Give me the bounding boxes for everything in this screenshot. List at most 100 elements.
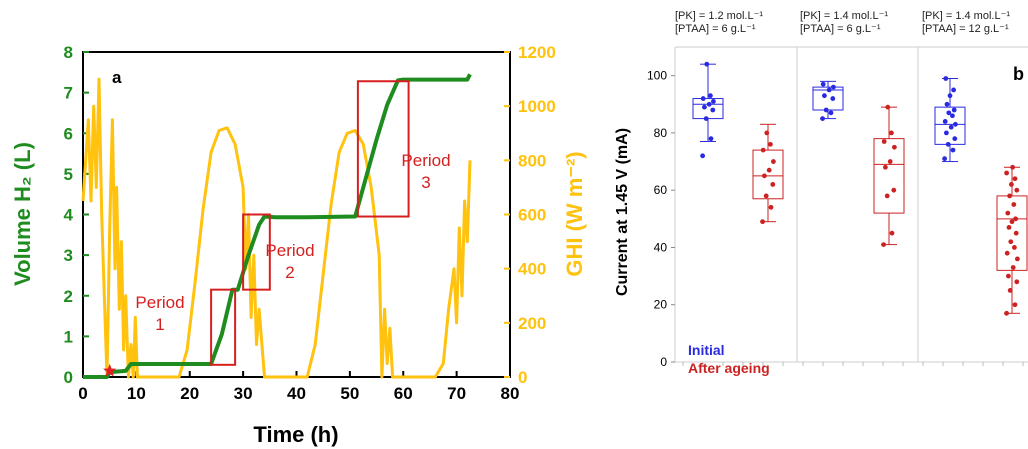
data-point (1007, 288, 1013, 293)
y-right-axis-title: GHI (W m⁻²) (562, 151, 587, 276)
data-point (768, 204, 774, 210)
y-left-tick-label: 6 (64, 124, 73, 143)
data-point (883, 164, 888, 170)
condition-label-2: [PK] = 1.4 mol.L⁻¹ (800, 10, 888, 22)
panel-a-label: a (112, 68, 122, 87)
condition-label-1: [PTAA] = 6 g.L⁻¹ (675, 23, 756, 35)
data-point (1012, 245, 1017, 250)
period-box-1 (210, 288, 237, 366)
ghi-line (81, 77, 472, 379)
data-point (830, 96, 836, 101)
x-axis-ticks: 0 10 20 30 40 50 60 70 80 (78, 371, 519, 403)
condition-label-3: [PK] = 1.4 mol.L⁻¹ (922, 10, 1010, 22)
box-initial-group-1 (692, 61, 724, 159)
y-left-axis-ticks: 0 1 2 3 4 5 6 7 8 (64, 43, 89, 387)
legend-after-ageing: After ageing (688, 360, 770, 376)
data-point (763, 193, 769, 199)
data-point (1008, 239, 1014, 245)
data-point (1010, 265, 1016, 270)
b-y-tick-label: 0 (660, 355, 667, 369)
data-point (881, 139, 887, 144)
condition-label-2: [PTAA] = 6 g.L⁻¹ (800, 23, 881, 35)
period-label-3: 3 (421, 173, 430, 192)
data-point (760, 219, 765, 225)
data-point (891, 187, 897, 193)
period-box-3 (356, 80, 410, 218)
x-tick-label: 30 (234, 384, 253, 403)
data-point (1006, 273, 1011, 279)
b-y-tick-label: 20 (654, 298, 668, 312)
x-tick-label: 70 (447, 384, 466, 403)
x-tick-label: 80 (501, 384, 520, 403)
data-point (762, 173, 767, 179)
data-point (820, 81, 826, 87)
data-point (700, 96, 706, 101)
panel-b-groups (692, 61, 1028, 316)
y-left-tick-label: 4 (64, 206, 74, 225)
data-point (822, 93, 827, 99)
y-left-tick-label: 8 (64, 43, 73, 62)
data-point (950, 147, 956, 153)
b-y-tick-label: 100 (647, 69, 667, 83)
data-point (823, 107, 829, 113)
data-point (826, 87, 832, 93)
data-point (1005, 210, 1011, 216)
data-point (760, 147, 766, 153)
data-point (889, 230, 895, 236)
data-point (703, 116, 709, 121)
y-left-tick-label: 5 (64, 165, 73, 184)
y-left-axis-title: Volume H₂ (L) (10, 142, 35, 286)
data-point (1014, 279, 1020, 285)
x-axis-title: Time (h) (253, 422, 338, 447)
data-point (1013, 230, 1019, 236)
data-point (892, 144, 897, 150)
x-tick-label: 0 (78, 384, 87, 403)
data-point (1014, 187, 1020, 193)
y-left-tick-label: 2 (64, 287, 73, 306)
data-point (889, 130, 894, 136)
data-point (948, 124, 954, 130)
panel-b-condition-labels: [PK] = 1.2 mol.L⁻¹[PTAA] = 6 g.L⁻¹[PK] =… (675, 10, 1010, 35)
condition-label-3: [PTAA] = 12 g.L⁻¹ (922, 23, 1009, 35)
data-point (950, 113, 955, 119)
period-label-2: 2 (285, 263, 294, 282)
box-initial-group-3 (934, 76, 966, 163)
data-point (1013, 216, 1018, 222)
data-point (951, 87, 956, 93)
data-point (770, 182, 776, 187)
volume-series (83, 73, 472, 379)
y-left-tick-label: 1 (64, 327, 73, 346)
data-point (1009, 219, 1015, 225)
data-point (1012, 302, 1018, 308)
x-tick-label: 10 (127, 384, 146, 403)
data-point (1012, 176, 1018, 182)
panel-b-y-ticks: 0 20 40 60 80 100 (647, 69, 675, 369)
y-right-tick-label: 0 (518, 368, 527, 387)
data-point (702, 104, 707, 110)
period-boxes: Period 1 Period 2 Period 3 (135, 80, 451, 366)
data-point (942, 156, 947, 162)
data-point (1004, 170, 1009, 176)
data-point (708, 93, 713, 99)
x-tick-label: 20 (180, 384, 199, 403)
volume-line (83, 73, 472, 379)
start-star-marker (103, 363, 117, 377)
data-point (947, 93, 953, 99)
data-point (700, 153, 705, 159)
data-point (942, 119, 948, 124)
box-after-group-2 (873, 104, 905, 247)
box (752, 149, 784, 200)
y-left-tick-label: 3 (64, 246, 73, 265)
data-point (771, 159, 776, 164)
data-point (828, 110, 834, 116)
data-point (1015, 256, 1020, 262)
period-label-1: Period (135, 293, 184, 312)
data-point (1011, 202, 1017, 207)
data-point (1009, 182, 1014, 187)
data-point (944, 130, 949, 136)
data-point (820, 116, 825, 121)
data-point (708, 136, 714, 142)
data-point (768, 141, 773, 147)
